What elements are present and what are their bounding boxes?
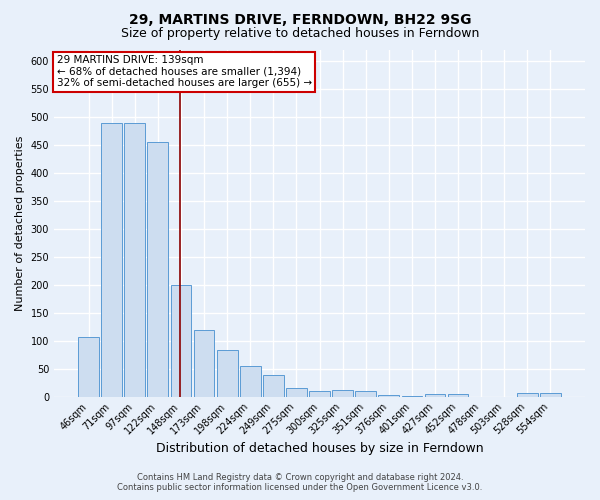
Bar: [355, 391, 376, 396]
Text: Contains HM Land Registry data © Crown copyright and database right 2024.
Contai: Contains HM Land Registry data © Crown c…: [118, 473, 482, 492]
Text: 29 MARTINS DRIVE: 139sqm
← 68% of detached houses are smaller (1,394)
32% of sem: 29 MARTINS DRIVE: 139sqm ← 68% of detach…: [56, 55, 312, 88]
Bar: [425, 394, 445, 396]
Bar: [263, 376, 284, 396]
Bar: [170, 285, 191, 397]
Bar: [101, 122, 122, 396]
Bar: [148, 142, 168, 397]
Bar: [217, 350, 238, 397]
Bar: [124, 122, 145, 396]
Bar: [78, 337, 99, 396]
Bar: [240, 366, 260, 396]
Bar: [332, 390, 353, 396]
X-axis label: Distribution of detached houses by size in Ferndown: Distribution of detached houses by size …: [156, 442, 484, 455]
Bar: [517, 393, 538, 396]
Text: Size of property relative to detached houses in Ferndown: Size of property relative to detached ho…: [121, 28, 479, 40]
Bar: [194, 330, 214, 396]
Bar: [286, 388, 307, 396]
Y-axis label: Number of detached properties: Number of detached properties: [15, 136, 25, 311]
Bar: [448, 394, 469, 396]
Bar: [379, 395, 399, 396]
Text: 29, MARTINS DRIVE, FERNDOWN, BH22 9SG: 29, MARTINS DRIVE, FERNDOWN, BH22 9SG: [129, 12, 471, 26]
Bar: [540, 393, 561, 396]
Bar: [309, 391, 330, 396]
